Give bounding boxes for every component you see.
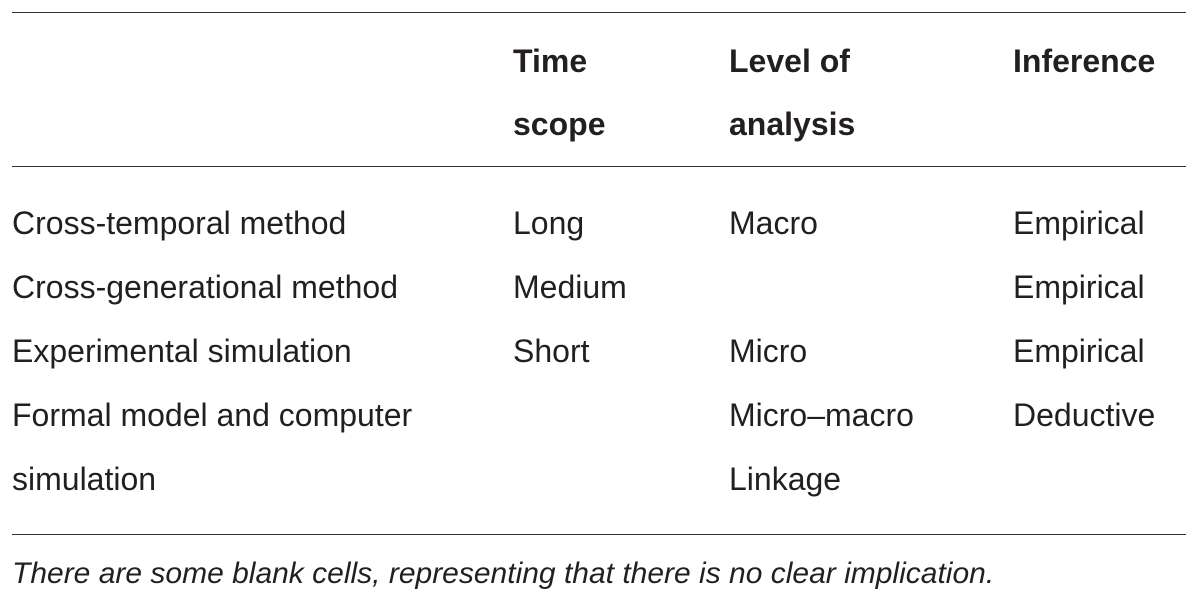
table-cell: Experimental simulation xyxy=(12,333,352,369)
table-cell: Empirical xyxy=(1013,333,1145,369)
table-cell: Long xyxy=(513,205,585,241)
table-cell: Micro–macro Linkage xyxy=(729,397,914,497)
table-cell: Medium xyxy=(513,269,627,305)
table-cell: Micro xyxy=(729,333,808,369)
table-cell: Cross-temporal method xyxy=(12,205,347,241)
header-cell: Inference xyxy=(1013,43,1156,79)
header-cell: Time scope xyxy=(513,43,606,142)
table-cell: Empirical xyxy=(1013,269,1145,305)
table-cell: Cross-generational method xyxy=(12,269,398,305)
top-rule xyxy=(12,12,1186,13)
table-cell: Formal model and computer simulation xyxy=(12,397,413,497)
header-cell: Level of analysis xyxy=(729,43,856,142)
table-cell: Deductive xyxy=(1013,397,1156,433)
table-cell: Empirical xyxy=(1013,205,1145,241)
bottom-rule xyxy=(12,534,1186,535)
table-cell: Short xyxy=(513,333,590,369)
footnote: There are some blank cells, representing… xyxy=(12,557,995,590)
table-cell: Macro xyxy=(729,205,818,241)
header-rule xyxy=(12,166,1186,167)
